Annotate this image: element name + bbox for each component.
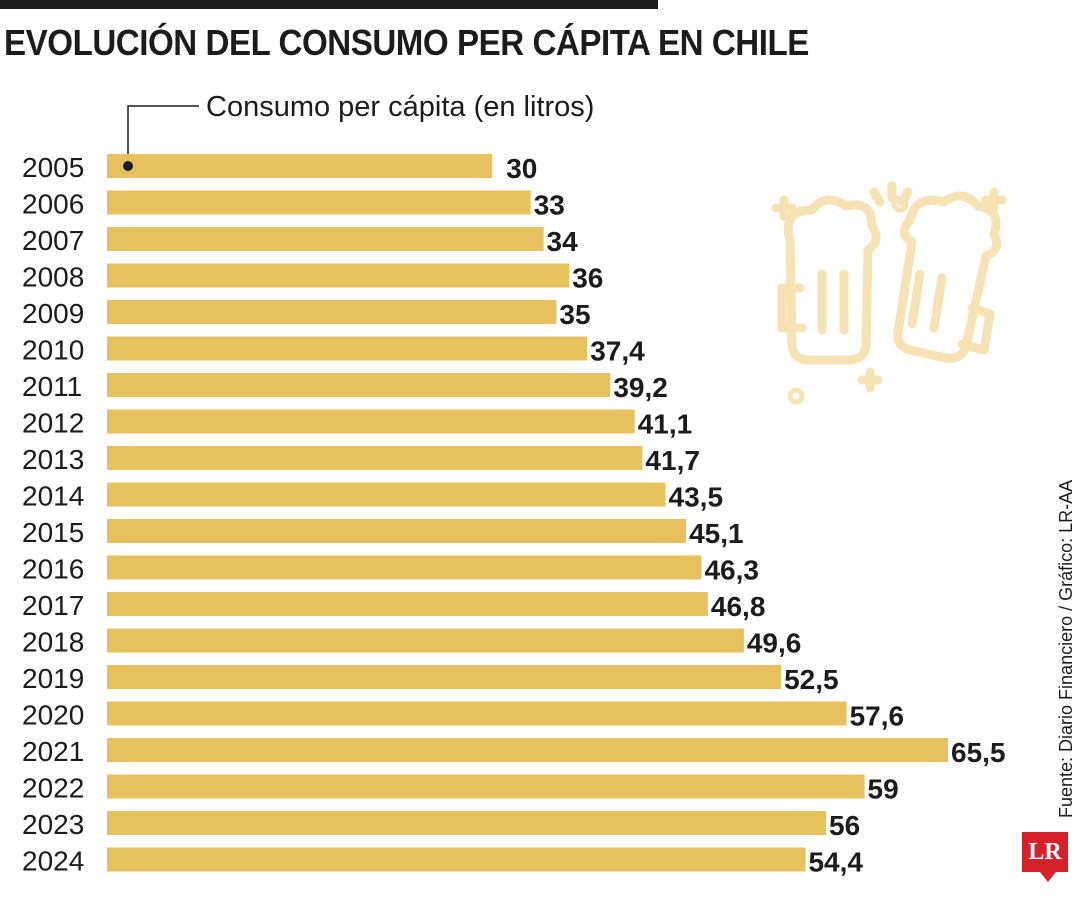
- bar: [107, 847, 806, 872]
- lr-logo: LR: [1022, 832, 1068, 872]
- data-label: 57,6: [850, 701, 905, 732]
- data-label: 37,4: [590, 336, 645, 367]
- data-label: 56: [829, 810, 860, 841]
- y-tick-label: 2024: [22, 846, 84, 877]
- y-tick-label: 2012: [22, 408, 84, 439]
- bar: [107, 701, 847, 726]
- bar: [107, 555, 702, 580]
- y-tick-label: 2021: [22, 736, 84, 767]
- y-tick-label: 2017: [22, 590, 84, 621]
- logo-tail: [1040, 872, 1056, 882]
- data-label: 59: [868, 774, 899, 805]
- bar: [107, 373, 611, 397]
- data-label: 46,3: [704, 555, 759, 586]
- bar: [107, 263, 570, 288]
- bar: [107, 628, 744, 653]
- bar: [107, 409, 635, 434]
- y-tick-label: 2018: [22, 627, 84, 658]
- data-label: 33: [534, 190, 565, 221]
- y-tick-label: 2014: [22, 481, 84, 512]
- bar: [107, 665, 782, 689]
- source-credit: Fuente: Diario Financiero / Gráfico: LR-…: [1056, 479, 1076, 818]
- bar: [107, 811, 826, 835]
- y-tick-label: 2007: [22, 225, 84, 256]
- data-label: 43,5: [669, 482, 724, 513]
- bar: [107, 300, 557, 324]
- data-label: 35: [559, 299, 590, 330]
- y-tick-label: 2006: [22, 189, 84, 220]
- bar: [107, 190, 531, 215]
- y-tick-label: 2016: [22, 554, 84, 585]
- y-tick-label: 2009: [22, 298, 84, 329]
- legend-leader-line: [127, 105, 199, 166]
- legend-label: Consumo per cápita (en litros): [206, 91, 594, 123]
- data-label: 46,8: [711, 591, 766, 622]
- bar: [107, 336, 588, 361]
- y-tick-label: 2010: [22, 335, 84, 366]
- chart-title: EVOLUCIÓN DEL CONSUMO PER CÁPITA EN CHIL…: [4, 22, 809, 63]
- logo-text: LR: [1028, 839, 1062, 865]
- y-tick-label: 2022: [22, 773, 84, 804]
- bar: [107, 482, 666, 507]
- top-rule: [0, 0, 658, 9]
- y-tick-label: 2008: [22, 262, 84, 293]
- bar: [107, 592, 708, 616]
- data-label: 36: [572, 263, 603, 294]
- data-label: 30: [506, 153, 537, 184]
- data-label: 34: [547, 226, 579, 257]
- data-label: 45,1: [689, 518, 744, 549]
- y-tick-label: 2005: [22, 152, 84, 183]
- data-label: 52,5: [784, 664, 839, 695]
- data-label: 65,5: [951, 737, 1006, 768]
- bar: [107, 446, 643, 470]
- data-label: 41,7: [645, 445, 700, 476]
- data-label: 49,6: [747, 628, 802, 659]
- data-label: 39,2: [613, 372, 668, 403]
- data-label: 41,1: [638, 409, 693, 440]
- bar: [107, 519, 687, 543]
- y-tick-label: 2013: [22, 444, 84, 475]
- y-tick-label: 2023: [22, 809, 84, 840]
- legend-dot: [123, 161, 133, 171]
- y-tick-label: 2019: [22, 663, 84, 694]
- bar: [107, 774, 865, 799]
- y-tick-label: 2020: [22, 700, 84, 731]
- bar: [107, 227, 544, 251]
- bar: [107, 154, 493, 178]
- y-tick-label: 2015: [22, 517, 84, 548]
- y-tick-label: 2011: [22, 371, 82, 402]
- beer-mugs-cheers-icon: [771, 181, 1007, 405]
- bar: [107, 738, 948, 762]
- data-label: 54,4: [808, 847, 863, 878]
